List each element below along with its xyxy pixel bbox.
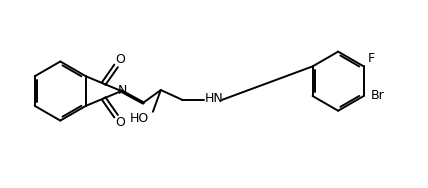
Text: HO: HO [130,112,149,125]
Text: O: O [115,54,125,67]
Text: N: N [118,83,127,97]
Text: F: F [368,52,375,65]
Text: HN: HN [205,92,223,105]
Text: Br: Br [371,89,384,102]
Text: O: O [115,116,125,129]
